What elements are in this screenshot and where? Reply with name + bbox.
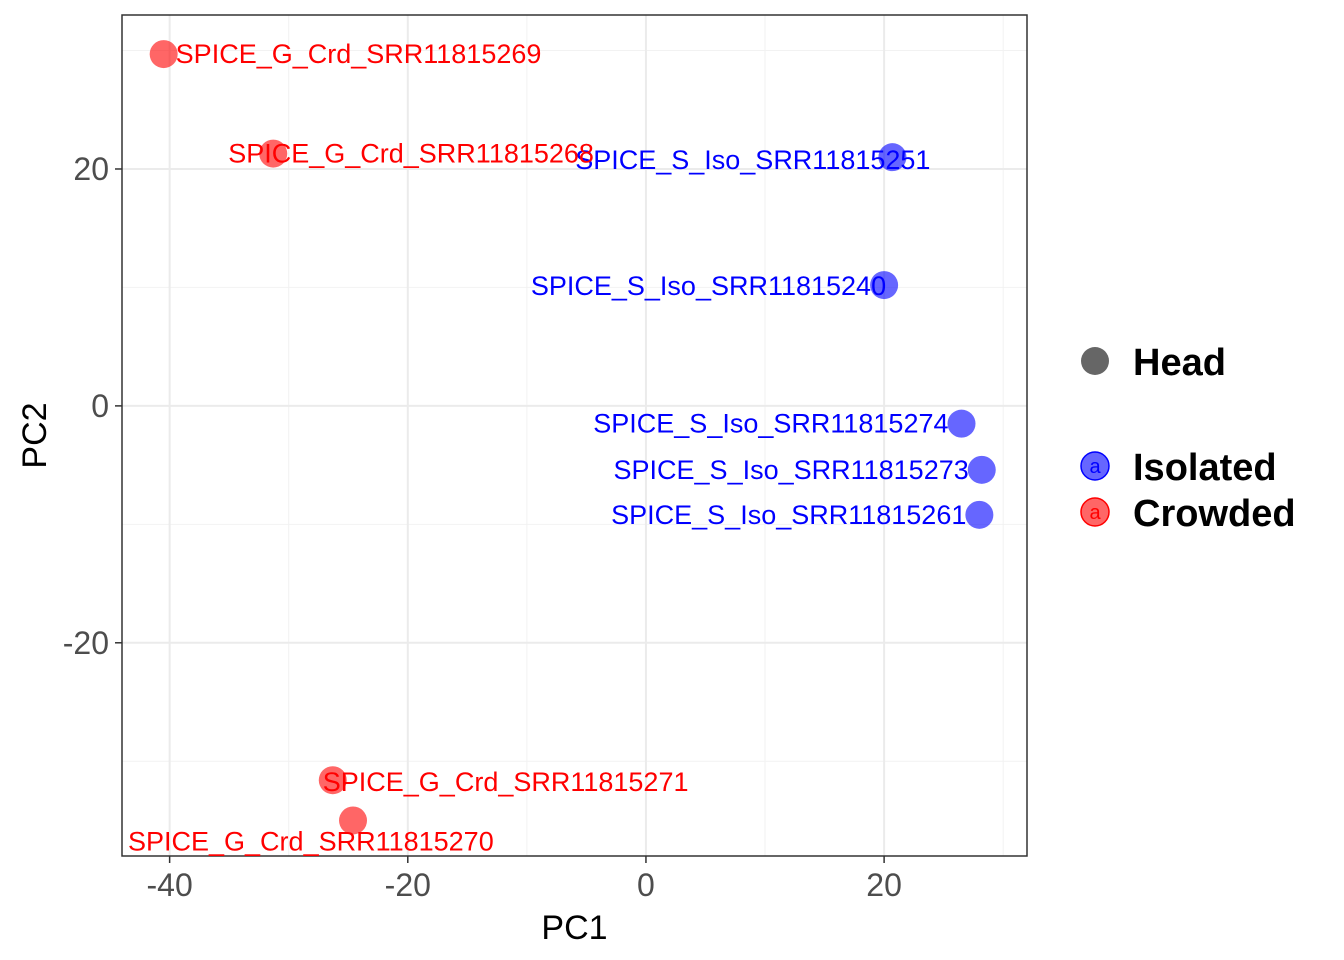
point-label: SPICE_S_Iso_SRR11815274 [593,409,948,439]
point-label: SPICE_G_Crd_SRR11815271 [323,767,689,797]
axes: -40 -20 0 20 -20 0 20 PC1 PC2 [16,151,902,947]
x-tick-label: 20 [866,867,902,903]
point-label: SPICE_S_Iso_SRR11815251 [575,145,930,175]
legend-key-crowded [1080,497,1110,527]
data-point-isolated [967,455,996,484]
point-label: SPICE_S_Iso_SRR11815240 [531,271,886,301]
legend-key-glyph: a [1089,502,1101,524]
legend-key-glyph: a [1089,456,1101,478]
x-tick-label: -40 [147,867,193,903]
x-axis-title: PC1 [541,909,607,947]
y-axis-title: PC2 [16,402,54,468]
point-labels: SPICE_S_Iso_SRR11815251 SPICE_S_Iso_SRR11… [128,39,969,856]
y-tick-label: 0 [91,388,109,424]
point-label: SPICE_S_Iso_SRR11815273 [614,455,969,485]
point-label: SPICE_G_Crd_SRR11815270 [128,826,494,856]
data-point-isolated [965,500,994,529]
x-tick-label: 0 [637,867,655,903]
panel-border [121,14,1028,857]
data-point-crowded [259,139,288,168]
legend-label-head: Head [1133,342,1226,384]
data-point-isolated [870,271,899,300]
legend-key-head [1081,347,1109,375]
data-point-crowded [149,40,178,69]
data-points [149,40,996,835]
legend-label-isolated: Isolated [1133,447,1277,489]
x-tick-label: -20 [385,867,431,903]
point-label: SPICE_S_Iso_SRR11815261 [611,500,966,530]
data-point-isolated [947,409,976,438]
legend-key-isolated [1080,451,1110,481]
point-label: SPICE_G_Crd_SRR11815268 [228,139,594,169]
legend-label-crowded: Crowded [1133,493,1296,535]
y-tick-label: -20 [63,625,109,661]
legend: Head a Isolated a Crowded [1080,342,1296,535]
data-point-isolated [878,143,907,172]
point-label: SPICE_G_Crd_SRR11815269 [176,39,542,69]
y-tick-label: 20 [73,151,109,187]
data-point-crowded [339,806,368,835]
data-point-crowded [318,766,347,795]
